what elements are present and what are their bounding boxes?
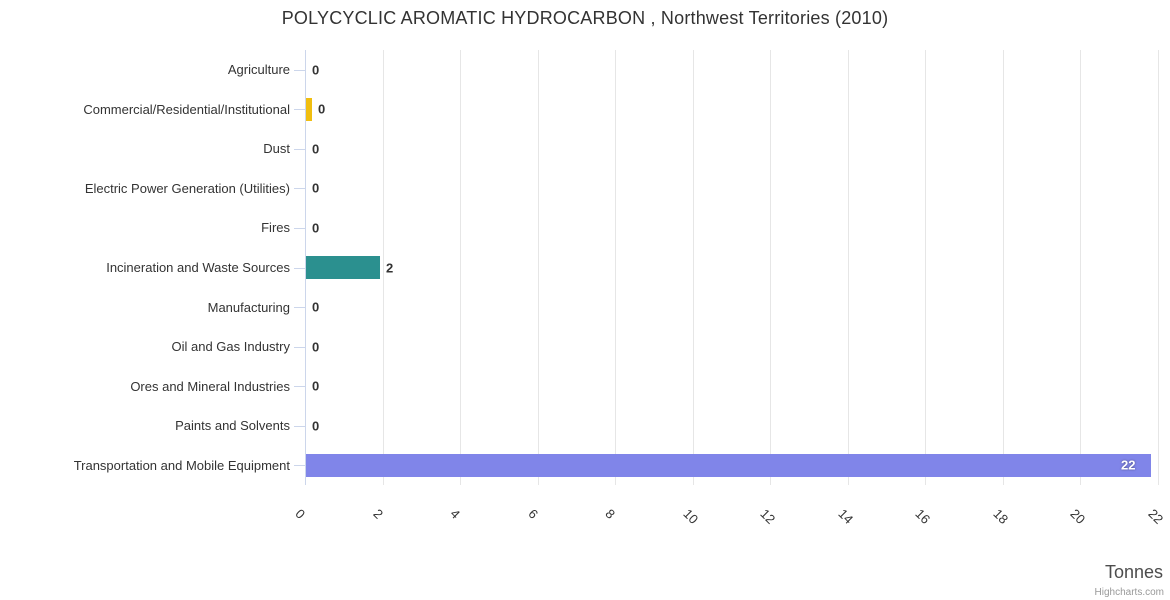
gridline — [847, 50, 849, 485]
x-axis-tick-label: 18 — [990, 506, 1012, 527]
category-axis-tick — [294, 109, 305, 110]
category-label: Manufacturing — [207, 299, 290, 315]
bar-value-label: 0 — [312, 378, 320, 394]
bar-value-label: 0 — [312, 418, 320, 434]
category-label: Fires — [261, 220, 290, 236]
bar-value-label: 0 — [312, 141, 320, 157]
category-axis-tick — [294, 426, 305, 427]
x-axis-tick-label: 16 — [912, 506, 934, 527]
category-axis-tick — [294, 268, 305, 269]
gridline — [1080, 50, 1082, 485]
category-label: Electric Power Generation (Utilities) — [84, 180, 290, 196]
plot-area: 0 0 0 0 0 2 0 0 0 0 22 — [305, 50, 1159, 485]
category-axis-tick — [294, 149, 305, 150]
x-axis-tick-label: 20 — [1067, 506, 1089, 527]
bar-value-label: 0 — [312, 299, 320, 315]
category-axis-tick — [294, 347, 305, 348]
x-axis-tick-label: 2 — [369, 506, 386, 522]
category-axis-tick — [294, 228, 305, 229]
x-axis-tick-label: 22 — [1145, 506, 1167, 527]
gridline — [1158, 50, 1159, 485]
x-axis-tick-label: 4 — [447, 506, 464, 522]
gridline — [925, 50, 927, 485]
bar-incineration-and-waste-sources[interactable] — [306, 256, 380, 279]
bar-value-label: 0 — [312, 180, 320, 196]
x-axis-title: Tonnes — [1104, 562, 1163, 582]
gridline — [615, 50, 617, 485]
category-axis-tick — [294, 386, 305, 387]
gridline — [1002, 50, 1004, 485]
x-axis-tick-label: 12 — [757, 506, 779, 527]
category-label: Incineration and Waste Sources — [106, 259, 290, 275]
category-label: Agriculture — [227, 62, 290, 78]
x-axis-tick-label: 6 — [525, 506, 541, 522]
category-label: Commercial/Residential/Institutional — [83, 101, 290, 117]
category-label: Dust — [263, 141, 290, 157]
category-axis-tick — [294, 188, 305, 189]
bar-value-label: 0 — [312, 220, 320, 236]
gridline — [382, 50, 384, 485]
gridline — [537, 50, 539, 485]
x-axis-tick-label: 10 — [680, 506, 701, 527]
bar-value-label: 0 — [318, 101, 326, 117]
highcharts-credits-link[interactable]: Highcharts.com — [1094, 587, 1164, 598]
bar-value-label: 0 — [312, 62, 320, 78]
bar-value-label: 2 — [386, 260, 394, 275]
gridline — [460, 50, 462, 485]
bar-transportation-and-mobile-equipment[interactable] — [306, 453, 1151, 477]
gridline — [692, 50, 694, 485]
category-label: Ores and Mineral Industries — [130, 378, 290, 394]
category-label: Transportation and Mobile Equipment — [73, 457, 290, 473]
category-axis-tick — [294, 307, 305, 308]
category-label: Oil and Gas Industry — [171, 339, 291, 355]
category-axis-line — [305, 50, 306, 485]
bar-commercial-residential-institutional[interactable] — [306, 97, 312, 121]
bar-value-label: 0 — [312, 339, 320, 355]
chart-title: POLYCYCLIC AROMATIC HYDROCARBON , Northw… — [281, 8, 889, 28]
x-axis-tick-label: 0 — [292, 506, 309, 522]
bar-value-label: 22 — [1121, 457, 1136, 473]
category-axis-tick — [294, 465, 305, 466]
category-axis-tick — [294, 70, 305, 71]
category-label: Paints and Solvents — [175, 418, 290, 434]
x-axis-tick-label: 8 — [602, 506, 619, 522]
x-axis-tick-label: 14 — [835, 506, 857, 527]
gridline — [770, 50, 772, 485]
